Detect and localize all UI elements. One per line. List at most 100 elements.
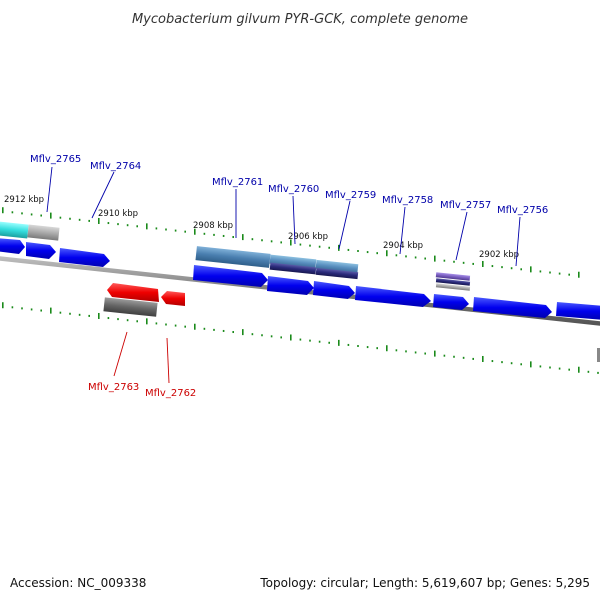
- scale-tick: [203, 327, 206, 330]
- scale-tick: [11, 306, 14, 309]
- scale-tick: [40, 214, 42, 217]
- scale-tick: [453, 355, 455, 358]
- scale-tick: [578, 271, 580, 278]
- scale-tick: [434, 350, 436, 357]
- accession-text: Accession: NC_009338: [10, 576, 146, 590]
- cds-block-steelblue: [195, 246, 271, 268]
- scale-tick: [50, 307, 52, 314]
- scale-tick: [184, 230, 186, 233]
- gene-label-mflv-2761: Mflv_2761: [212, 177, 263, 188]
- scale-tick: [482, 260, 484, 267]
- gene-arrow-forward: [556, 302, 600, 320]
- scale-tick: [165, 228, 167, 231]
- scale-label: 2908 kbp: [193, 221, 233, 231]
- gene-arrow-forward: [433, 294, 469, 310]
- scale-tick: [126, 224, 129, 227]
- scale-tick: [338, 339, 340, 346]
- scale-tick: [462, 356, 465, 359]
- scale-tick: [280, 336, 282, 339]
- label-leader-line: [166, 337, 170, 384]
- gene-label-mflv-2759: Mflv_2759: [325, 190, 376, 201]
- scale-tick: [184, 325, 186, 328]
- scale-tick: [194, 323, 196, 330]
- scale-tick: [347, 343, 350, 346]
- forward-genes: [0, 238, 600, 320]
- scale-tick: [376, 252, 378, 255]
- scale-tick: [462, 261, 465, 264]
- scale-tick: [11, 211, 14, 214]
- scale-tick: [30, 213, 33, 216]
- scale-label: 2904 kbp: [383, 241, 423, 251]
- scale-tick: [376, 347, 378, 350]
- scale-tick: [280, 241, 282, 244]
- scale-tick: [597, 371, 599, 374]
- scale-tick: [424, 352, 426, 355]
- scale-tick: [290, 239, 292, 246]
- scale-tick: [232, 331, 234, 334]
- gene-label-mflv-2757: Mflv_2757: [440, 200, 491, 211]
- cds-block-cyan: [0, 221, 29, 239]
- scale-tick: [222, 234, 225, 237]
- scale-tick: [453, 260, 455, 263]
- cds-block-steelblue: [269, 254, 317, 269]
- scale-tick: [520, 268, 522, 271]
- scale-tick: [222, 329, 225, 332]
- label-leader-line: [91, 171, 115, 219]
- scale-tick: [270, 335, 273, 338]
- scale-tick: [40, 309, 42, 312]
- scale-tick: [88, 219, 90, 222]
- gene-arrow-reverse: [107, 283, 159, 302]
- scale-tick: [21, 212, 23, 215]
- scale-ticks: [2, 207, 599, 374]
- scale-tick: [395, 349, 398, 352]
- cds-block-indigo: [435, 278, 471, 286]
- map-title: Mycobacterium gilvum PYR-GCK, complete g…: [132, 12, 468, 27]
- scale-tick: [491, 360, 494, 363]
- label-leader-line: [515, 216, 521, 267]
- gene-arrow-forward: [0, 238, 25, 254]
- scale-tick: [69, 217, 71, 220]
- cds-block-purple: [435, 272, 471, 281]
- scale-label: 2906 kbp: [288, 232, 328, 242]
- reverse-genes: [107, 283, 185, 306]
- scale-tick: [261, 334, 263, 337]
- scale-tick: [472, 357, 474, 360]
- scale-tick: [549, 366, 551, 369]
- scale-tick: [405, 350, 407, 353]
- scale-labels: 2912 kbp 2910 kbp 2908 kbp 2906 kbp 2904…: [4, 195, 519, 260]
- scale-tick: [88, 314, 90, 317]
- edge-mark: [597, 348, 600, 362]
- scale-tick: [242, 234, 244, 241]
- scale-tick: [443, 259, 446, 262]
- scale-tick: [395, 254, 398, 257]
- scale-tick: [107, 222, 110, 225]
- scale-tick: [386, 250, 388, 257]
- scale-tick: [510, 362, 513, 365]
- scale-tick: [251, 333, 254, 336]
- scale-tick: [242, 329, 244, 336]
- gene-label-mflv-2760: Mflv_2760: [268, 184, 319, 195]
- scale-tick: [290, 334, 292, 341]
- scale-tick: [59, 216, 62, 219]
- scale-tick: [482, 355, 484, 362]
- forward-gene-labels: Mflv_2765 Mflv_2764 Mflv_2761 Mflv_2760 …: [30, 154, 548, 267]
- scale-tick: [251, 238, 254, 241]
- label-leader-line: [113, 331, 128, 377]
- scale-tick: [146, 318, 148, 325]
- scale-tick: [366, 251, 369, 254]
- scale-tick: [357, 345, 359, 348]
- gene-label-mflv-2756: Mflv_2756: [497, 205, 548, 216]
- scale-tick: [174, 229, 177, 232]
- scale-label: 2912 kbp: [4, 195, 44, 205]
- scale-tick: [213, 233, 215, 236]
- scale-tick: [539, 365, 542, 368]
- scale-tick: [107, 317, 110, 320]
- scale-tick: [30, 308, 33, 311]
- scale-tick: [530, 266, 532, 273]
- label-leader-line: [455, 211, 468, 261]
- scale-tick: [117, 223, 119, 226]
- feature-blocks: [0, 221, 471, 317]
- scale-tick: [318, 340, 321, 343]
- scale-tick: [78, 313, 81, 316]
